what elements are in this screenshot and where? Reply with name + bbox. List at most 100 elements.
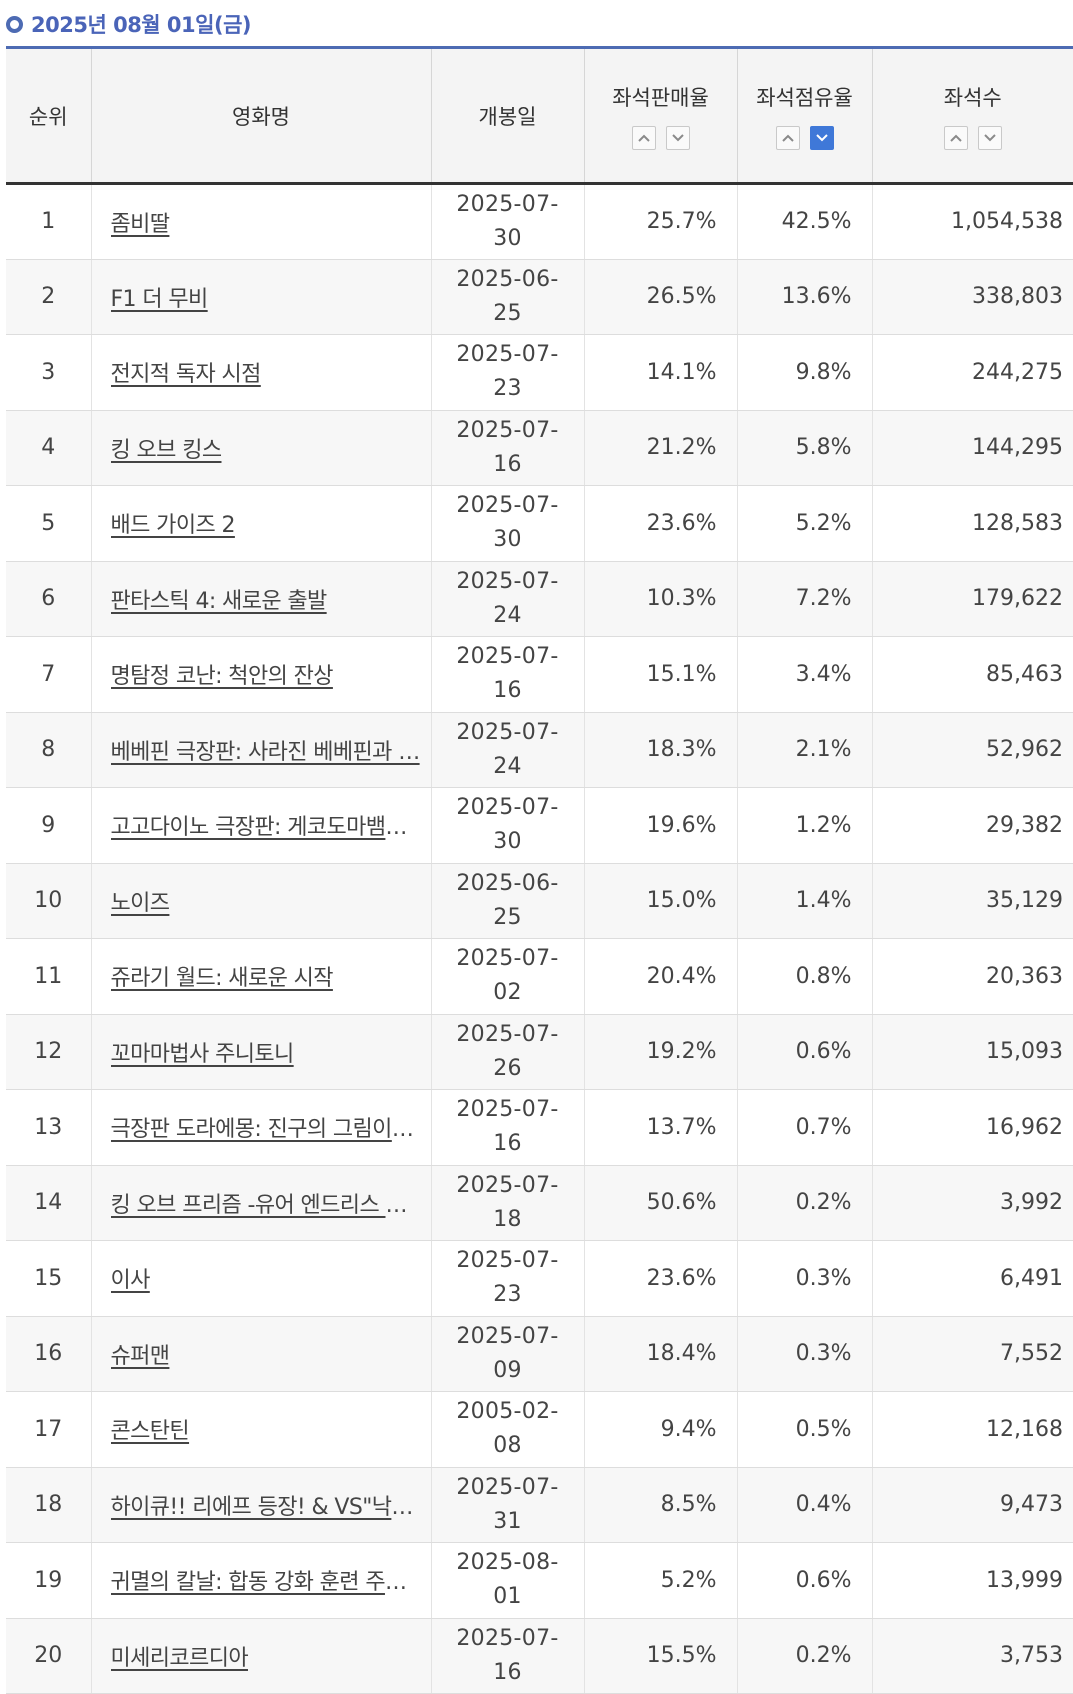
rank-cell: 3	[6, 335, 91, 411]
release-date-cell: 2005-02-08	[431, 1392, 584, 1468]
seats-cell: 16,962	[872, 1090, 1073, 1166]
share-cell: 1.2%	[737, 788, 872, 864]
rank-cell: 11	[6, 939, 91, 1015]
seats-cell: 7,552	[872, 1316, 1073, 1392]
seats-cell: 12,168	[872, 1392, 1073, 1468]
sort-desc-button-active[interactable]	[810, 126, 834, 150]
title-cell: 노이즈	[91, 863, 431, 939]
sales-rate-cell: 14.1%	[584, 335, 737, 411]
release-date-cell: 2025-07-16	[431, 1090, 584, 1166]
rank-cell: 16	[6, 1316, 91, 1392]
sort-desc-button[interactable]	[978, 126, 1002, 150]
rank-cell: 18	[6, 1467, 91, 1543]
seats-cell: 3,753	[872, 1618, 1073, 1694]
sort-asc-button[interactable]	[776, 126, 800, 150]
title-cell: 명탐정 코난: 척안의 잔상	[91, 637, 431, 713]
movie-title-link[interactable]: 하이큐!! 리에프 등장! & VS"낙제…	[111, 1489, 423, 1521]
col-title-label: 영화명	[92, 101, 431, 131]
share-cell: 3.4%	[737, 637, 872, 713]
share-cell: 0.2%	[737, 1618, 872, 1694]
title-cell: 좀비딸	[91, 184, 431, 260]
movie-title-link[interactable]: 귀멸의 칼날: 합동 강화 훈련 주집…	[111, 1564, 423, 1596]
title-cell: 킹 오브 킹스	[91, 410, 431, 486]
share-cell: 0.2%	[737, 1165, 872, 1241]
rank-cell: 7	[6, 637, 91, 713]
rank-cell: 2	[6, 259, 91, 335]
seats-cell: 6,491	[872, 1241, 1073, 1317]
movie-title-link[interactable]: 킹 오브 프리즘 -유어 엔드리스 콜-…	[111, 1187, 423, 1219]
title-cell: 극장판 도라에몽: 진구의 그림이야기	[91, 1090, 431, 1166]
rank-cell: 17	[6, 1392, 91, 1468]
col-header-seats: 좌석수	[872, 48, 1073, 184]
movie-title-link[interactable]: 슈퍼맨	[111, 1338, 423, 1370]
movie-title-link[interactable]: 전지적 독자 시점	[111, 356, 423, 388]
release-date-cell: 2025-07-09	[431, 1316, 584, 1392]
sales-rate-cell: 18.4%	[584, 1316, 737, 1392]
sort-asc-button[interactable]	[944, 126, 968, 150]
rank-cell: 5	[6, 486, 91, 562]
share-cell: 0.7%	[737, 1090, 872, 1166]
col-sales-rate-label: 좌석판매율	[585, 82, 737, 112]
movie-title-link[interactable]: 노이즈	[111, 885, 423, 917]
col-header-rank: 순위	[6, 48, 91, 184]
rank-cell: 12	[6, 1014, 91, 1090]
title-cell: 슈퍼맨	[91, 1316, 431, 1392]
rank-cell: 13	[6, 1090, 91, 1166]
col-seats-label: 좌석수	[873, 82, 1073, 112]
release-date-cell: 2025-07-26	[431, 1014, 584, 1090]
title-cell: 쥬라기 월드: 새로운 시작	[91, 939, 431, 1015]
chevron-down-icon	[672, 134, 684, 142]
share-cell: 7.2%	[737, 561, 872, 637]
release-date-cell: 2025-07-30	[431, 184, 584, 260]
movie-title-link[interactable]: 배드 가이즈 2	[111, 507, 423, 539]
movie-title-link[interactable]: 꼬마마법사 주니토니	[111, 1036, 423, 1068]
movie-title-link[interactable]: 킹 오브 킹스	[111, 432, 423, 464]
sales-rate-cell: 23.6%	[584, 486, 737, 562]
movie-title-link[interactable]: 좀비딸	[111, 206, 423, 238]
rank-cell: 19	[6, 1543, 91, 1619]
rank-cell: 6	[6, 561, 91, 637]
release-date-cell: 2025-07-23	[431, 1241, 584, 1317]
title-cell: F1 더 무비	[91, 259, 431, 335]
seats-cell: 179,622	[872, 561, 1073, 637]
sort-desc-button[interactable]	[666, 126, 690, 150]
title-cell: 전지적 독자 시점	[91, 335, 431, 411]
share-cell: 0.6%	[737, 1014, 872, 1090]
movie-title-link[interactable]: 극장판 도라에몽: 진구의 그림이야기	[111, 1111, 423, 1143]
movie-title-link[interactable]: 판타스틱 4: 새로운 출발	[111, 583, 423, 615]
movie-title-link[interactable]: F1 더 무비	[111, 281, 423, 313]
movie-title-link[interactable]: 쥬라기 월드: 새로운 시작	[111, 960, 423, 992]
release-date-cell: 2025-07-31	[431, 1467, 584, 1543]
rank-cell: 4	[6, 410, 91, 486]
sales-rate-cell: 5.2%	[584, 1543, 737, 1619]
movie-title-link[interactable]: 고고다이노 극장판: 게코도마뱀의 꿈	[111, 809, 423, 841]
ranking-table: 순위 영화명 개봉일 좌석판매율 좌석점유율	[6, 46, 1073, 1694]
movie-title-link[interactable]: 미세리코르디아	[111, 1640, 423, 1672]
sales-rate-cell: 10.3%	[584, 561, 737, 637]
rank-cell: 15	[6, 1241, 91, 1317]
title-cell: 킹 오브 프리즘 -유어 엔드리스 콜-…	[91, 1165, 431, 1241]
title-cell: 콘스탄틴	[91, 1392, 431, 1468]
movie-title-link[interactable]: 이사	[111, 1262, 423, 1294]
seats-cell: 9,473	[872, 1467, 1073, 1543]
movie-title-link[interactable]: 명탐정 코난: 척안의 잔상	[111, 658, 423, 690]
col-release-label: 개봉일	[432, 101, 584, 131]
sales-rate-cell: 19.6%	[584, 788, 737, 864]
sort-asc-button[interactable]	[632, 126, 656, 150]
date-title: 2025년 08월 01일(금)	[31, 9, 251, 39]
seats-cell: 15,093	[872, 1014, 1073, 1090]
movie-title-link[interactable]: 베베핀 극장판: 사라진 베베핀과 …	[111, 734, 423, 766]
chevron-up-icon	[782, 134, 794, 142]
share-cell: 2.1%	[737, 712, 872, 788]
movie-title-link[interactable]: 콘스탄틴	[111, 1413, 423, 1445]
share-cell: 42.5%	[737, 184, 872, 260]
